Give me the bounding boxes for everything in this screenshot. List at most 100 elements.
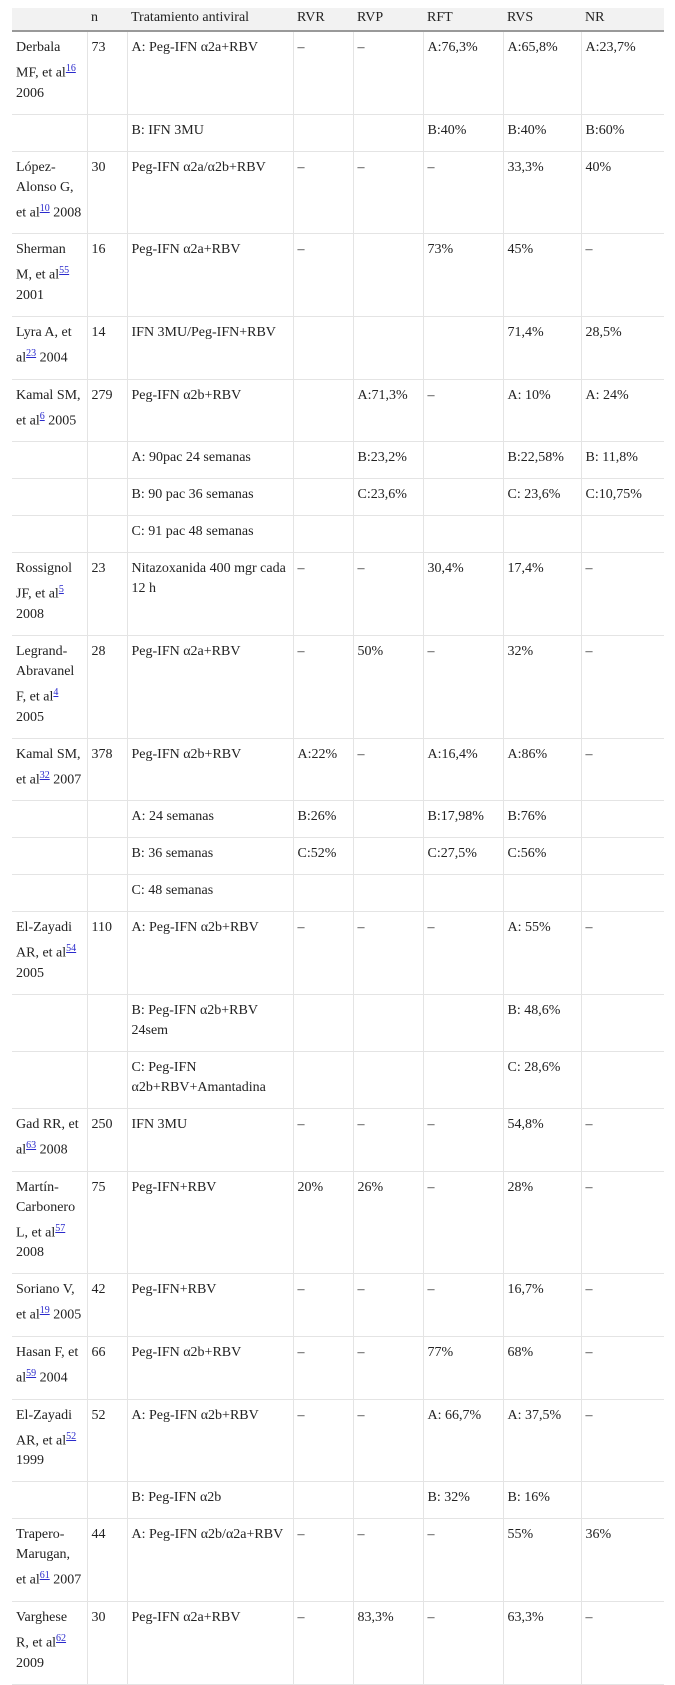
reference-link[interactable]: 10	[39, 202, 50, 214]
reference-link[interactable]: 32	[39, 769, 50, 781]
table-cell: –	[423, 1273, 504, 1337]
table-row: López-Alonso G, et al10 2008 30 Peg-IFN α2…	[12, 151, 664, 235]
table-cell: –	[423, 1171, 504, 1275]
table-cell: –	[581, 738, 664, 802]
reference-link[interactable]: 62	[56, 1632, 67, 1644]
table-cell: A:76,3%	[423, 31, 504, 115]
table-cell: 250	[87, 1108, 128, 1172]
empty-cell	[581, 800, 664, 839]
table-container: n Tratamiento antiviral RVR RVP RFT RVS NR Der…	[12, 8, 664, 1685]
study-cell: Hasan F, et al59 2004	[12, 1336, 88, 1400]
table-row: Varghese R, et al62 2009 30 Peg-IFN α2a+RB…	[12, 1601, 664, 1685]
study-cell: Soriano V, et al19 2005	[12, 1273, 88, 1337]
study-cell: Kamal SM, et al6 2005	[12, 379, 88, 443]
reference-link[interactable]: 4	[53, 686, 59, 698]
study-cell: Gad RR, et al63 2008	[12, 1108, 88, 1172]
table-cell: B: 32%	[423, 1481, 504, 1520]
table-cell: A:16,4%	[423, 738, 504, 802]
table-cell: A:22%	[293, 738, 354, 802]
table-cell: C:52%	[293, 837, 354, 876]
study-cell: Derbala MF, et al16 2006	[12, 31, 88, 115]
year: 2001	[16, 287, 44, 303]
author: Soriano V, et al	[16, 1282, 75, 1323]
reference-link[interactable]: 5	[58, 584, 64, 596]
table-cell: B:22,58%	[503, 441, 582, 480]
empty-cell	[423, 994, 504, 1052]
table-cell: –	[293, 151, 354, 235]
table-cell: –	[423, 151, 504, 235]
author: Gad RR, et al	[16, 1116, 79, 1158]
table-cell: IFN 3MU	[127, 1108, 294, 1172]
reference-link[interactable]: 59	[26, 1367, 37, 1379]
table-cell: 33,3%	[503, 151, 582, 235]
study-cell: Kamal SM, et al32 2007	[12, 738, 88, 802]
table-row: C: 48 semanas	[12, 874, 664, 913]
empty-cell	[353, 1481, 424, 1520]
table-cell: –	[581, 635, 664, 739]
study-cell: El-Zayadi AR, et al52 1999	[12, 1399, 88, 1483]
empty-cell	[12, 1051, 88, 1109]
table-row: Rossignol JF, et al5 2008 23 Nitazoxanida …	[12, 552, 664, 636]
table-row: Lyra A, et al23 2004 14 IFN 3MU/Peg-IFN+RB…	[12, 316, 664, 380]
table-cell: –	[581, 911, 664, 995]
reference: 54	[66, 941, 76, 954]
empty-cell	[353, 515, 424, 554]
table-cell: IFN 3MU/Peg-IFN+RBV	[127, 316, 294, 380]
empty-cell	[353, 874, 424, 913]
table-cell: A: Peg-IFN α2a+RBV	[127, 31, 294, 115]
table-cell: 26%	[353, 1171, 424, 1275]
empty-cell	[87, 1051, 128, 1109]
year: 2006	[16, 85, 44, 101]
header-cell	[12, 8, 87, 32]
reference-link[interactable]: 63	[26, 1139, 37, 1151]
reference-link[interactable]: 55	[59, 265, 70, 277]
reference-link[interactable]: 6	[39, 410, 45, 422]
table-cell: Peg-IFN α2b+RBV	[127, 379, 294, 443]
empty-cell	[353, 800, 424, 839]
table-row: B: Peg-IFN α2b+RBV 24sem B: 48,6%	[12, 994, 664, 1052]
table-row: B: 90 pac 36 semanas C:23,6% C: 23,6% C:10,…	[12, 478, 664, 517]
author: El-Zayadi AR, et al	[16, 920, 72, 961]
reference-link[interactable]: 52	[66, 1430, 77, 1442]
table-cell: A: 37,5%	[503, 1399, 582, 1483]
empty-cell	[293, 874, 354, 913]
empty-cell	[12, 478, 88, 517]
empty-cell	[12, 515, 88, 554]
table-cell: –	[353, 1108, 424, 1172]
table-cell: B: 36 semanas	[127, 837, 294, 876]
empty-cell	[581, 874, 664, 913]
table-row: Derbala MF, et al16 2006 73 A: Peg-IFN α2a…	[12, 31, 664, 115]
empty-cell	[87, 515, 128, 554]
reference-link[interactable]: 54	[66, 943, 77, 955]
author: El-Zayadi AR, et al	[16, 1407, 72, 1449]
reference-link[interactable]: 19	[39, 1305, 50, 1317]
reference-link[interactable]: 16	[65, 63, 76, 74]
empty-cell	[87, 994, 128, 1052]
reference-link[interactable]: 23	[26, 347, 37, 359]
study-cell: Lyra A, et al23 2004	[12, 316, 88, 380]
year: 1999	[16, 1453, 44, 1469]
reference-link[interactable]: 61	[39, 1570, 50, 1582]
table-cell: A:71,3%	[353, 379, 424, 443]
table-cell: 73	[87, 31, 128, 115]
author: Derbala MF, et al	[16, 40, 66, 81]
reference-link[interactable]: 57	[55, 1222, 66, 1234]
year: 2004	[39, 350, 68, 366]
table-cell: B: 16%	[503, 1481, 582, 1520]
table-cell: A: Peg-IFN α2b+RBV	[127, 911, 294, 995]
table-row: Legrand-Abravanel F, et al4 2005 28 Peg-IF…	[12, 635, 664, 739]
empty-cell	[581, 994, 664, 1052]
table-cell: –	[293, 635, 354, 739]
table-cell: B: 48,6%	[503, 994, 582, 1052]
table-cell: C: Peg-IFN α2b+RBV+Amantadina	[127, 1051, 294, 1109]
table-row: Kamal SM, et al6 2005 279 Peg-IFN α2b+RBV A…	[12, 379, 664, 443]
empty-cell	[293, 1481, 354, 1520]
table-cell: 16,7%	[503, 1273, 582, 1337]
year: 2008	[16, 606, 44, 622]
empty-cell	[423, 874, 504, 913]
study-cell: Sherman M, et al55 2001	[12, 233, 88, 317]
table-cell: A: 66,7%	[423, 1399, 504, 1483]
empty-cell	[293, 114, 354, 152]
table-cell: Peg-IFN+RBV	[127, 1171, 294, 1275]
empty-cell	[353, 994, 424, 1052]
